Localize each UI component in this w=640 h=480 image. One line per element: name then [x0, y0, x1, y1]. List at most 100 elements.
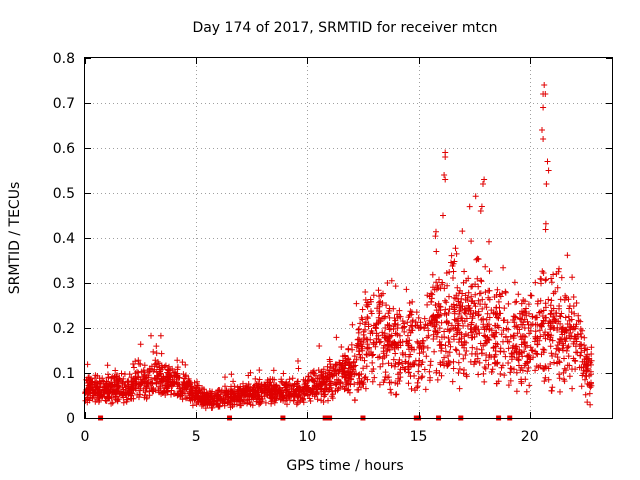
- y-tick-label: 0.1: [53, 366, 75, 382]
- data-point: [422, 386, 429, 393]
- data-point: [373, 330, 380, 337]
- data-point: [432, 233, 439, 240]
- data-point: [310, 377, 317, 384]
- data-point: [550, 271, 557, 278]
- data-point: [571, 310, 578, 317]
- data-point: [137, 376, 144, 383]
- data-point: [540, 270, 547, 276]
- data-point: [112, 393, 119, 400]
- data-point: [536, 309, 543, 316]
- data-point: [453, 250, 460, 257]
- data-point: [485, 361, 492, 368]
- data-point: [445, 310, 452, 316]
- data-point: [235, 390, 242, 397]
- data-point: [228, 388, 235, 395]
- data-point: [527, 292, 534, 299]
- data-point: [358, 343, 365, 350]
- data-point: [434, 312, 441, 319]
- data-point: [284, 401, 290, 408]
- data-point: [484, 310, 491, 317]
- data-point: [491, 322, 498, 329]
- data-point: [518, 364, 525, 371]
- data-point: [581, 342, 588, 349]
- data-point: [115, 388, 122, 394]
- data-point: [380, 348, 387, 355]
- data-point: [469, 344, 476, 351]
- data-point: [542, 335, 549, 342]
- data-point: [513, 369, 520, 376]
- data-point: [353, 300, 360, 307]
- data-point: [89, 390, 96, 397]
- data-point: [114, 398, 121, 405]
- data-point: [240, 380, 246, 387]
- data-point: [541, 82, 548, 88]
- data-point: [355, 372, 362, 379]
- data-point: [493, 360, 500, 367]
- data-point: [192, 387, 199, 394]
- data-point: [399, 360, 405, 367]
- data-point: [475, 283, 482, 290]
- data-point: [164, 388, 171, 395]
- data-point: [262, 382, 268, 389]
- data-point: [495, 378, 502, 385]
- data-point: [214, 391, 221, 398]
- data-point: [526, 382, 533, 389]
- data-point: [150, 385, 157, 392]
- data-point: [458, 315, 464, 322]
- data-point: [511, 349, 517, 356]
- data-point: [207, 398, 214, 405]
- data-point: [549, 337, 556, 344]
- data-point: [141, 362, 148, 369]
- data-point: [268, 390, 275, 397]
- data-point: [349, 367, 356, 373]
- data-point: [425, 327, 432, 334]
- data-point: [131, 364, 137, 371]
- data-point: [576, 364, 583, 371]
- data-point: [480, 181, 486, 187]
- data-point: [521, 325, 528, 331]
- data-point: [108, 375, 115, 382]
- data-point: [345, 369, 352, 376]
- data-point: [143, 380, 150, 387]
- data-point: [467, 326, 474, 332]
- data-point: [570, 294, 577, 300]
- data-point: [534, 300, 541, 307]
- data-point: [324, 363, 331, 370]
- data-point: [485, 287, 492, 294]
- data-point: [157, 380, 164, 387]
- data-point: [570, 323, 577, 330]
- data-point: [387, 344, 393, 350]
- data-point: [150, 348, 157, 355]
- data-point: [447, 326, 454, 333]
- data-point: [357, 354, 364, 361]
- data-point: [118, 370, 125, 377]
- data-point: [185, 375, 192, 382]
- data-point: [87, 377, 94, 384]
- data-point: [406, 312, 413, 319]
- data-point: [545, 376, 552, 383]
- data-point: [230, 378, 237, 385]
- data-point: [363, 363, 370, 370]
- data-point: [318, 372, 324, 379]
- data-point: [270, 367, 277, 374]
- data-point: [586, 390, 593, 397]
- data-point: [556, 305, 562, 312]
- data-point: [359, 347, 366, 354]
- data-point: [448, 322, 455, 329]
- data-point: [390, 305, 397, 312]
- data-point: [485, 336, 492, 343]
- chart-title: Day 174 of 2017, SRMTID for receiver mtc…: [192, 20, 497, 36]
- data-point: [538, 351, 545, 358]
- data-point: [477, 208, 484, 214]
- data-point: [468, 298, 475, 305]
- data-point: [476, 330, 483, 337]
- data-point: [486, 238, 492, 245]
- data-point: [482, 289, 489, 296]
- data-point: [407, 308, 414, 315]
- data-point: [300, 376, 307, 383]
- data-point: [463, 348, 470, 354]
- data-point: [320, 399, 327, 405]
- data-point: [135, 357, 142, 364]
- data-point: [442, 348, 449, 355]
- data-point: [498, 331, 505, 338]
